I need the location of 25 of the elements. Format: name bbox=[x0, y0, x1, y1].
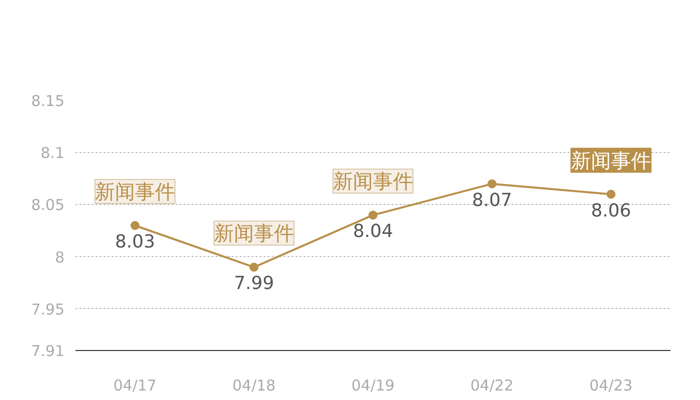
point bbox=[488, 179, 496, 188]
x-tick-label: 04/23 bbox=[589, 376, 633, 394]
y-tick-label: 8.05 bbox=[31, 196, 65, 214]
x-tick-label: 04/17 bbox=[113, 376, 157, 394]
annotation: 新闻事件 bbox=[333, 169, 413, 194]
y-tick-label: 8.1 bbox=[40, 144, 65, 162]
x-tick-label: 04/18 bbox=[232, 376, 276, 394]
point bbox=[368, 210, 378, 220]
data-label: 8.07 bbox=[472, 190, 512, 211]
annotation: 新闻事件 bbox=[214, 221, 294, 246]
y-tick-label: 7.91 bbox=[31, 342, 65, 360]
data-label: 8.03 bbox=[114, 232, 156, 252]
x-tick-label: 04/22 bbox=[470, 376, 514, 394]
point bbox=[606, 190, 616, 199]
data-label: 7.99 bbox=[234, 273, 274, 294]
data-label: 8.06 bbox=[590, 200, 632, 222]
annotation: 新闻事件 bbox=[95, 180, 175, 204]
point bbox=[130, 221, 140, 230]
data-label: 8.04 bbox=[352, 221, 394, 242]
y-tick-label: 8 bbox=[54, 248, 65, 266]
x-tick-label: 04/19 bbox=[351, 376, 395, 394]
annotation: 新闻事件 bbox=[571, 148, 651, 172]
y-tick-label: 8.15 bbox=[31, 92, 65, 110]
y-tick-label: 7.95 bbox=[31, 300, 65, 318]
point bbox=[250, 262, 258, 272]
